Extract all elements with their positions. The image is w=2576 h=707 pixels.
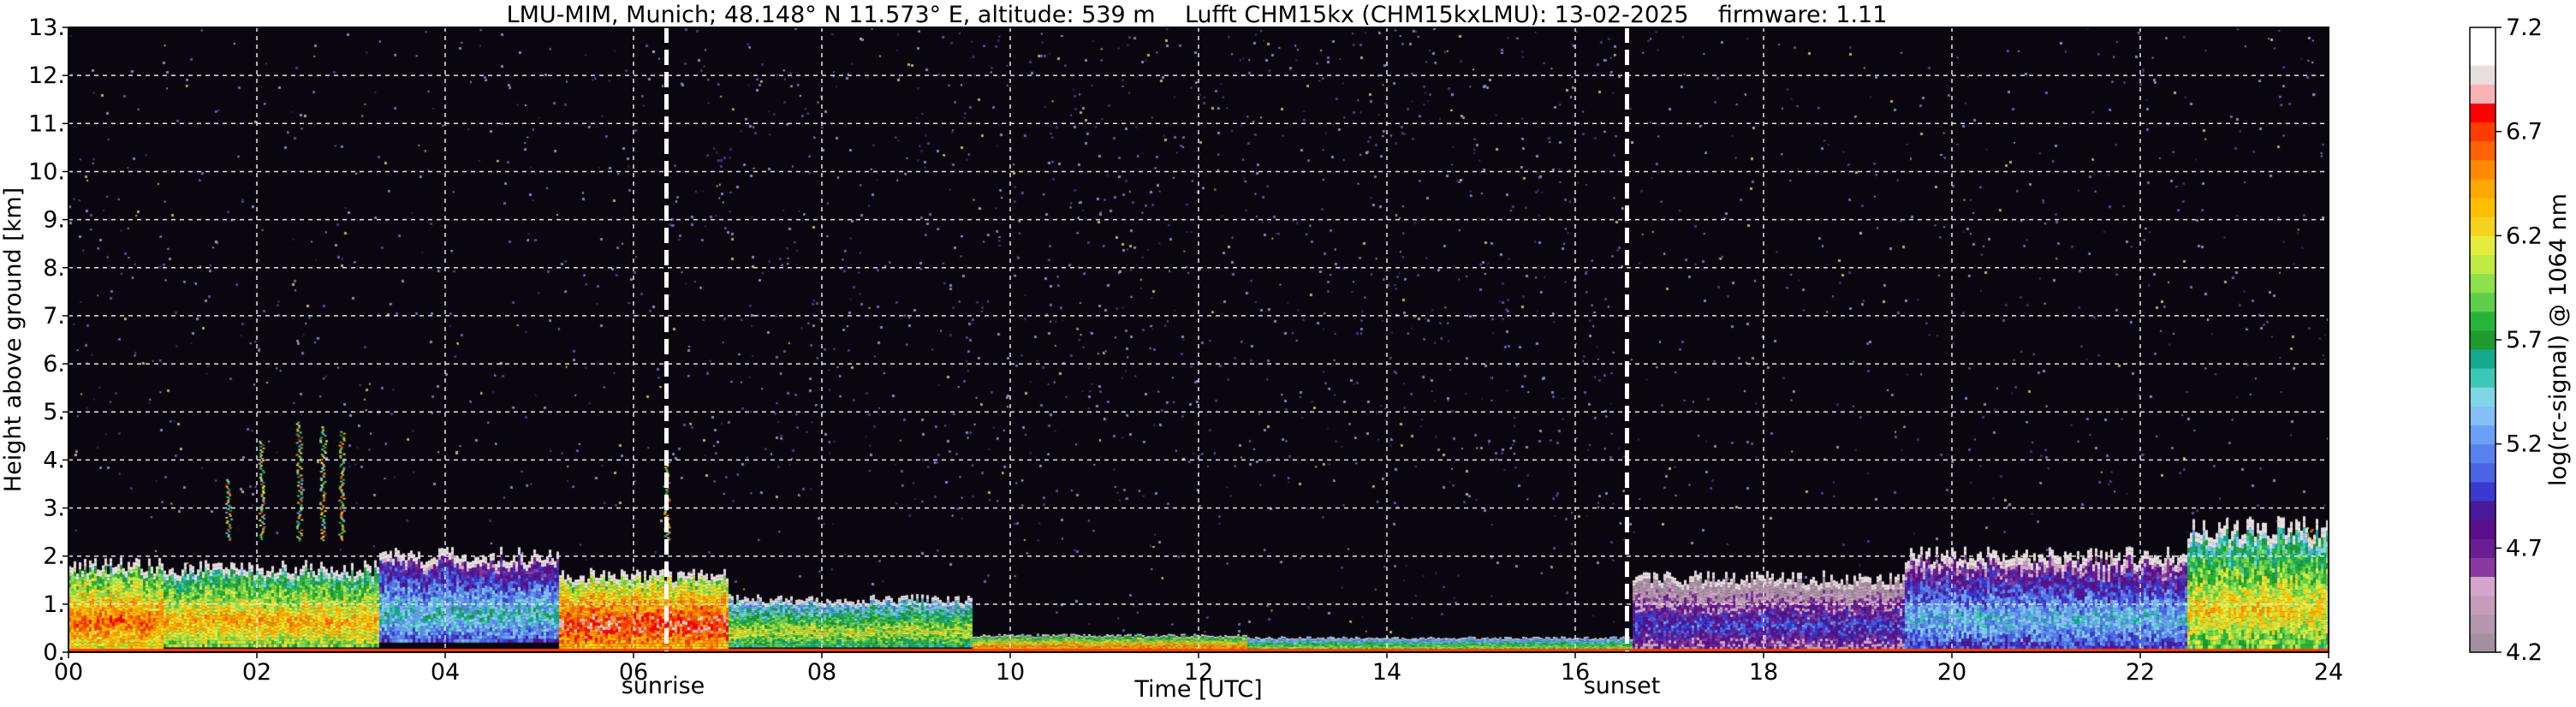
colorbar-swatch (2470, 443, 2496, 464)
x-tick-label: 06 (619, 659, 648, 686)
y-tick-label: 3. (43, 496, 65, 522)
x-tick-label: 14 (1372, 659, 1401, 686)
colorbar-swatch (2470, 501, 2496, 520)
y-tick-label: 5. (43, 399, 65, 425)
colorbar-swatch (2470, 425, 2496, 445)
colorbar-swatch (2470, 178, 2496, 199)
colorbar: 4.2 4.7 5.2 5.7 6.2 6.7 7.2 (2469, 15, 2543, 666)
colorbar-swatch (2470, 273, 2496, 294)
colorbar-swatch (2470, 462, 2496, 483)
colorbar-tick-label: 4.7 (2506, 535, 2543, 561)
x-tick-label: 04 (431, 659, 460, 686)
x-tick-label: 12 (1184, 659, 1213, 686)
colorbar-swatch (2470, 46, 2496, 66)
x-axis-label: Time [UTC] (1133, 676, 1262, 703)
grid (68, 27, 2329, 653)
x-tick-label: 10 (996, 659, 1025, 686)
y-tick-label: 13. (28, 15, 65, 41)
colorbar-tick-label: 5.2 (2506, 431, 2543, 458)
y-axis: 0. 1. 2. 3. 4. 5. 6. 7. 8. 9. 10. 11. 12. 13. (28, 15, 68, 666)
y-tick-label: 1. (43, 591, 65, 618)
colorbar-swatch (2470, 65, 2496, 85)
colorbar-swatch (2470, 84, 2496, 104)
colorbar-swatch (2470, 103, 2496, 123)
y-tick-label: 7. (43, 303, 65, 330)
y-tick-label: 9. (43, 207, 65, 234)
colorbar-swatch (2470, 368, 2496, 388)
y-axis-label: Height above ground [km] (0, 187, 27, 492)
colorbar-swatch (2470, 557, 2496, 578)
colorbar-tick-label: 6.2 (2506, 223, 2543, 249)
colorbar-swatch (2470, 122, 2496, 142)
x-tick-label: 16 (1561, 659, 1590, 686)
x-tick-label: 02 (242, 659, 271, 686)
colorbar-swatch (2470, 254, 2496, 275)
colorbar-swatch (2470, 595, 2496, 615)
colorbar-swatch (2470, 140, 2496, 161)
colorbar-swatch (2470, 387, 2496, 407)
colorbar-swatch (2470, 217, 2496, 236)
y-tick-label: 0. (43, 639, 65, 666)
chart-title: LMU-MIM, Munich; 48.148° N 11.573° E, al… (507, 2, 1888, 28)
colorbar-swatch (2470, 198, 2496, 217)
colorbar-label: log(rc-signal) @ 1064 nm (2545, 193, 2572, 486)
colorbar-swatch (2470, 159, 2496, 180)
colorbar-tick-label: 5.7 (2506, 327, 2543, 354)
colorbar-swatch (2470, 576, 2496, 597)
y-tick-label: 2. (43, 544, 65, 570)
x-tick-label: 24 (2314, 659, 2343, 686)
x-tick-label: 18 (1749, 659, 1778, 686)
y-tick-label: 4. (43, 447, 65, 473)
y-tick-label: 10. (28, 158, 65, 185)
colorbar-swatch (2470, 406, 2496, 426)
y-tick-label: 11. (28, 110, 65, 137)
colorbar-swatch (2470, 235, 2496, 255)
colorbar-swatch (2470, 520, 2496, 539)
colorbar-swatch (2470, 633, 2496, 653)
colorbar-swatch (2470, 538, 2496, 558)
colorbar-swatch (2470, 614, 2496, 634)
colorbar-tick-label: 6.7 (2506, 119, 2543, 146)
y-tick-label: 12. (28, 62, 65, 89)
x-tick-label: 08 (807, 659, 836, 686)
x-tick-label: 20 (1937, 659, 1966, 686)
colorbar-swatch (2470, 330, 2496, 350)
colorbar-swatch (2470, 27, 2496, 47)
y-tick-label: 8. (43, 255, 65, 282)
sun-marker-label: sunset (1584, 673, 1661, 699)
x-axis: 00 02 04 06 08 10 12 14 16 18 20 22 24 (54, 652, 2343, 686)
colorbar-swatch (2470, 349, 2496, 369)
colorbar-swatch (2470, 311, 2496, 331)
colorbar-swatch (2470, 292, 2496, 312)
colorbar-tick-label: 4.2 (2506, 639, 2543, 666)
sun-marker-label: sunrise (622, 673, 705, 699)
x-tick-label: 22 (2126, 659, 2155, 686)
y-tick-label: 6. (43, 351, 65, 377)
colorbar-tick-label: 7.2 (2506, 15, 2543, 41)
x-tick-label: 00 (54, 659, 83, 686)
colorbar-swatch (2470, 481, 2496, 502)
sun-markers (664, 27, 1629, 652)
